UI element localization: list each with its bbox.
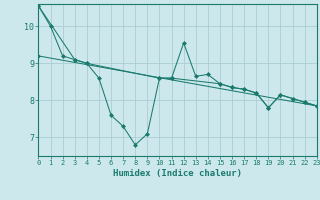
X-axis label: Humidex (Indice chaleur): Humidex (Indice chaleur) bbox=[113, 169, 242, 178]
